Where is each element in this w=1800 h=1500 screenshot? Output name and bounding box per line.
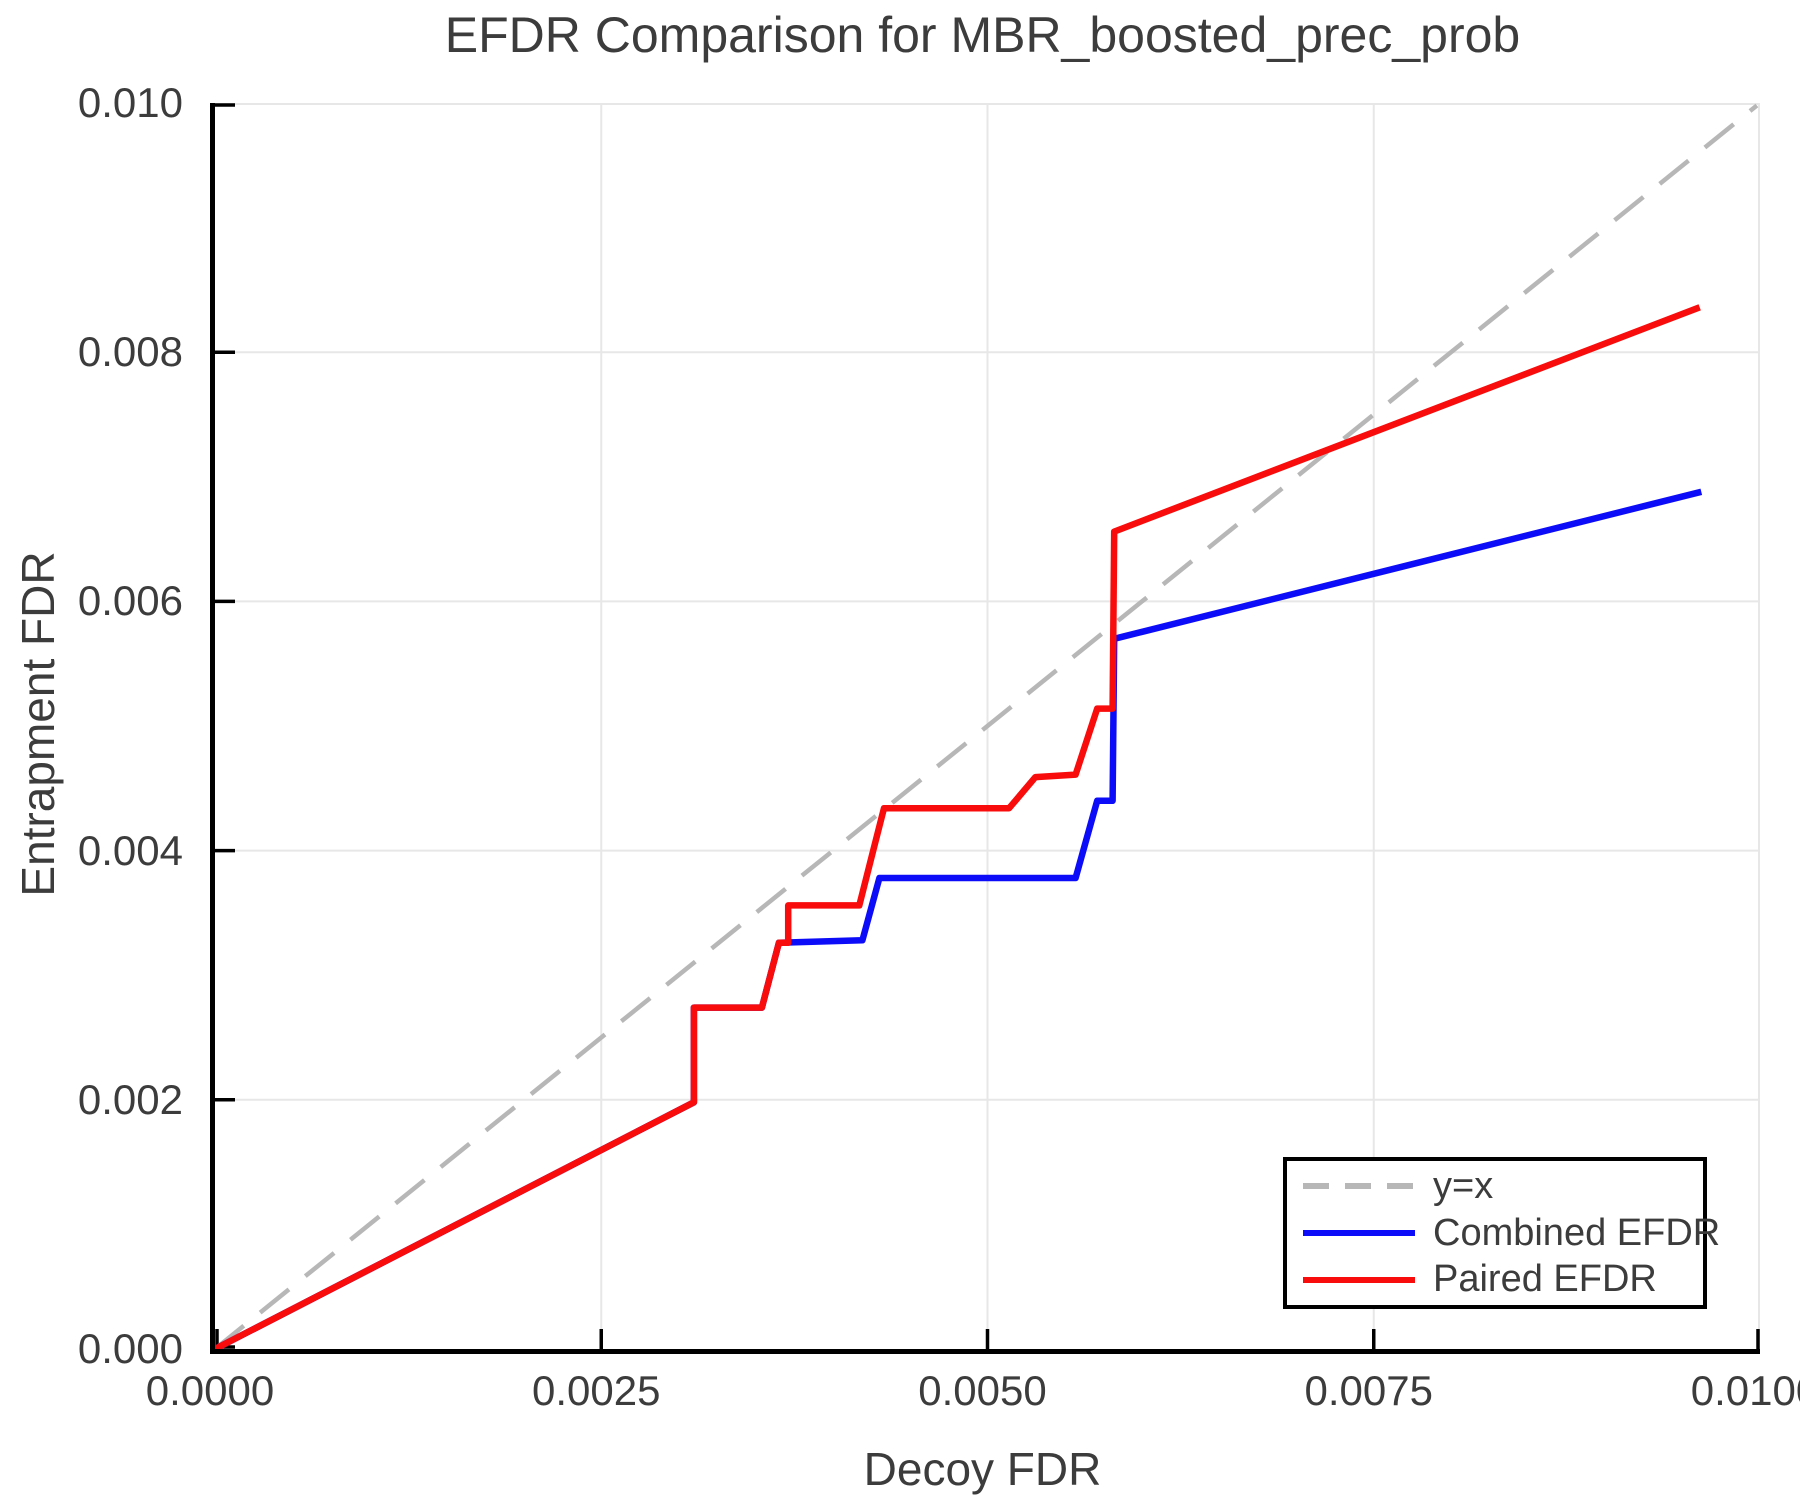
legend-label: Combined EFDR — [1433, 1211, 1721, 1254]
legend: y=x Combined EFDR Paired EFDR — [1283, 1157, 1720, 1309]
y-tick-label: 0.008 — [77, 328, 183, 376]
legend-row-y-x: y=x — [1303, 1165, 1703, 1208]
x-tick-label: 0.0050 — [918, 1367, 1047, 1414]
plot-area — [210, 103, 1760, 1354]
x-axis-label: Decoy FDR — [863, 1443, 1102, 1495]
y-tick-label: 0.004 — [77, 826, 183, 874]
y-axis-label: Entrapment FDR — [12, 551, 64, 897]
legend-label: y=x — [1433, 1164, 1494, 1207]
legend-row-paired-efdr: Paired EFDR — [1303, 1258, 1703, 1301]
x-tick-label: 0.0000 — [145, 1367, 275, 1414]
y-tick-label: 0.002 — [77, 1075, 183, 1123]
legend-line-sample — [1303, 1276, 1415, 1283]
x-tick-label: 0.0075 — [1304, 1367, 1433, 1414]
legend-label: Paired EFDR — [1433, 1258, 1657, 1301]
legend-dashed-line-sample — [1303, 1183, 1415, 1190]
x-tick-label: 0.0025 — [532, 1367, 661, 1414]
y-tick-label: 0.010 — [77, 79, 183, 126]
series-paired-efdr — [215, 304, 1701, 1349]
series-y-x — [215, 103, 1759, 1349]
y-tick-label: 0.000 — [77, 1325, 183, 1372]
plot-canvas — [215, 103, 1760, 1349]
y-tick-label: 0.006 — [77, 577, 183, 625]
legend-row-combined-efdr: Combined EFDR — [1303, 1212, 1720, 1255]
chart-title: EFDR Comparison for MBR_boosted_prec_pro… — [444, 7, 1521, 63]
legend-line-sample — [1303, 1230, 1415, 1236]
